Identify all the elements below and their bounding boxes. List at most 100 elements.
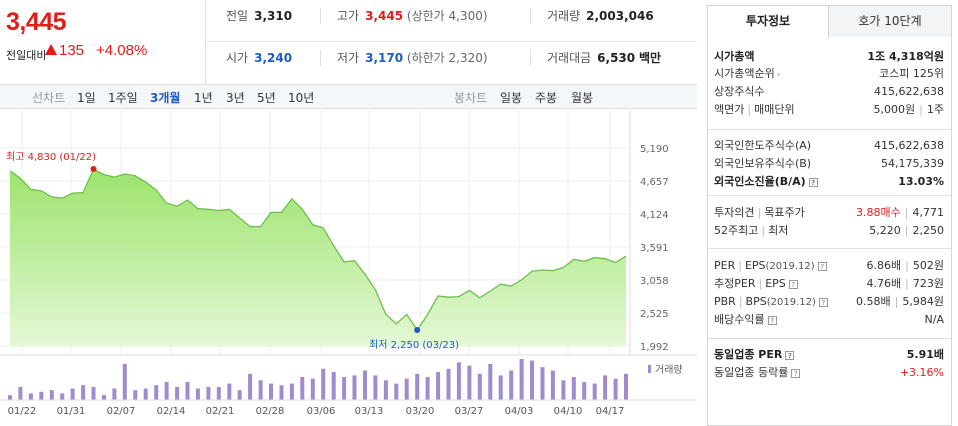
volume-bar: [571, 377, 576, 400]
help-icon[interactable]: ?: [808, 178, 818, 187]
info-key: 동일업종 PER: [714, 348, 783, 361]
stats-row-1: 전일 3,310 고가 3,445 (상한가 4,300) 거래량 2,003,046: [207, 0, 697, 42]
candle-chart-label[interactable]: 봉차트: [454, 91, 488, 105]
volume-bar: [300, 377, 305, 400]
info-value: 415,622,638: [874, 139, 944, 152]
candle-monthly[interactable]: 월봉: [571, 91, 594, 105]
info-value: 1조 4,318억원: [867, 50, 944, 63]
help-icon[interactable]: ?: [788, 280, 798, 289]
volume-label: 거래량: [655, 364, 683, 376]
volume-bar: [289, 383, 294, 400]
info-key: 배당수익률: [714, 313, 765, 326]
volume-bar: [154, 385, 159, 400]
volume-bar: [331, 372, 336, 400]
candle-weekly[interactable]: 주봉: [535, 91, 558, 105]
x-tick-label: 02/14: [157, 406, 186, 417]
x-tick-label: 02/07: [107, 406, 136, 417]
candle-daily[interactable]: 일봉: [500, 91, 523, 105]
period-1y[interactable]: 1년: [194, 91, 213, 105]
info-row: 외국인소진율(B/A)? 13.03%: [714, 174, 944, 190]
period-3y[interactable]: 3년: [226, 91, 245, 105]
volume-bar: [248, 373, 253, 400]
change-percent: +4.08%: [96, 42, 148, 59]
info-key: 상장주식수: [714, 85, 765, 98]
volume-bar: [467, 365, 472, 400]
change-value: 135: [45, 42, 84, 59]
price-line: [9, 168, 627, 332]
volume-bar: [436, 372, 441, 400]
info-value: 4.76배: [866, 277, 902, 290]
help-icon[interactable]: ?: [817, 262, 827, 271]
x-tick-label: 02/28: [256, 406, 285, 417]
volume-bar: [279, 385, 284, 400]
y-tick-label: 3,058: [640, 276, 669, 287]
help-icon[interactable]: ?: [785, 351, 795, 360]
info-key: 52주최고: [714, 224, 759, 237]
info-row: 시가총액 1조 4,318억원: [714, 49, 944, 65]
info-key: 추정PER: [714, 277, 756, 290]
info-row: 시가총액순위 › 코스피 125위: [714, 66, 944, 82]
max-annotation: 최고 4,830 (01/22): [6, 151, 96, 163]
info-value: 54,175,339: [881, 157, 944, 170]
tab-order-book[interactable]: 호가 10단계: [829, 6, 951, 37]
volume-bar: [206, 386, 211, 400]
period-5y[interactable]: 5년: [257, 91, 276, 105]
chevron-right-icon[interactable]: ›: [776, 70, 781, 80]
info-value: 5.91배: [906, 348, 944, 361]
y-tick-label: 3,591: [640, 243, 669, 254]
stats-row-2: 시가 3,240 저가 3,170 (하한가 2,320) 거래대금 6,530 백만: [207, 42, 697, 84]
volume-bar: [530, 360, 534, 400]
help-icon[interactable]: ?: [791, 369, 801, 378]
stat-open: 시가 3,240: [226, 51, 293, 65]
volume-bar: [603, 375, 608, 400]
change-label: 전일대비: [6, 49, 47, 62]
x-tick-label: 04/10: [554, 406, 583, 417]
info-value: 5,220: [869, 224, 901, 237]
info-value: 6.86배: [866, 259, 902, 272]
volume-bar: [227, 383, 232, 400]
volume-bar: [269, 383, 273, 400]
info-value: 13.03%: [898, 175, 944, 188]
x-tick-label: 04/03: [505, 406, 534, 417]
volume-bar: [91, 386, 96, 400]
help-icon[interactable]: ?: [767, 316, 777, 325]
panel-divider: [708, 248, 951, 249]
info-row: 추정PER | EPS? 4.76배 | 723원: [714, 277, 944, 290]
volume-bar: [488, 363, 493, 400]
info-value: N/A: [924, 313, 944, 326]
info-key: PER: [714, 259, 736, 272]
x-tick-label: 03/06: [307, 406, 336, 417]
panel-divider: [708, 195, 951, 196]
volume-bar: [60, 393, 65, 400]
info-row: 외국인보유주식수(B) 54,175,339: [714, 156, 944, 172]
volume-bar: [446, 368, 451, 400]
period-3m[interactable]: 3개월: [150, 91, 181, 105]
up-triangle-icon: [45, 44, 57, 55]
volume-bar: [540, 367, 545, 400]
volume-bar: [258, 380, 263, 400]
line-chart-label[interactable]: 선차트: [32, 91, 66, 105]
volume-bar: [498, 375, 503, 400]
period-1w[interactable]: 1주일: [108, 91, 138, 105]
volume-bar: [28, 393, 33, 400]
volume-bar: [175, 386, 180, 400]
info-row: PBR | BPS(2019.12)? 0.58배 | 5,984원: [714, 295, 944, 308]
info-row: 배당수익률? N/A: [714, 312, 944, 328]
volume-bar: [237, 390, 242, 400]
volume-bar: [415, 373, 420, 400]
panel-divider: [708, 338, 951, 339]
info-key: 액면가: [714, 103, 745, 116]
volume-bar: [519, 359, 524, 400]
volume-bar: [49, 390, 54, 400]
tab-investment-info[interactable]: 투자정보: [708, 6, 829, 38]
period-10y[interactable]: 10년: [288, 91, 315, 105]
info-key: 시가총액순위: [714, 67, 775, 80]
period-1d[interactable]: 1일: [77, 91, 96, 105]
help-icon[interactable]: ?: [818, 298, 828, 307]
quote-stats: 전일 3,310 고가 3,445 (상한가 4,300) 거래량 2,003,046…: [207, 0, 697, 84]
info-value: 5,000원: [873, 103, 916, 116]
volume-bar: [18, 386, 23, 400]
price-chart-svg: 5,190 4,657 4,124 3,591 3,058 2,525 1,992 최고 4,…: [0, 110, 697, 417]
volume-bar: [394, 383, 399, 400]
volume-bar: [425, 377, 430, 400]
